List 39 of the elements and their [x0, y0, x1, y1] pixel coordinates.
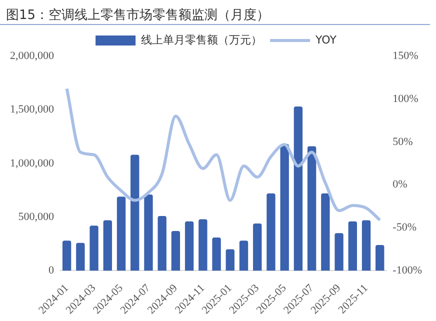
bar	[158, 216, 166, 271]
bar	[266, 193, 276, 271]
y2-tick-label: -50%	[392, 222, 416, 234]
bar	[198, 219, 208, 271]
legend-label: 线上单月零售额（万元）	[141, 33, 262, 46]
y2-tick-label: 0%	[392, 178, 408, 191]
y-tick-label: 1,000,000	[10, 157, 54, 170]
y2-tick-label: 50%	[392, 136, 413, 148]
bar	[280, 144, 289, 271]
bar	[253, 224, 262, 271]
bar	[226, 249, 234, 271]
bar	[348, 221, 357, 271]
bar	[62, 240, 72, 271]
y-tick-label: 500,000	[18, 210, 54, 223]
bar	[76, 242, 85, 271]
bar	[116, 196, 126, 271]
bar	[321, 193, 330, 271]
y-tick-label: 1,500,000	[10, 104, 54, 116]
bar	[184, 221, 194, 271]
bar	[103, 220, 112, 271]
y-tick-label: 2,000,000	[10, 50, 54, 62]
bar	[362, 220, 371, 271]
bar	[239, 240, 248, 271]
bar	[307, 146, 316, 271]
y2-tick-label: -100%	[392, 264, 422, 277]
bar	[171, 231, 180, 271]
bar	[130, 154, 140, 271]
bar	[212, 237, 221, 271]
y2-tick-label: 100%	[392, 92, 418, 105]
y2-tick-label: 150%	[392, 50, 418, 62]
bar	[144, 194, 153, 271]
line-series	[65, 87, 382, 222]
bar	[294, 106, 303, 271]
bar	[334, 233, 344, 271]
bar	[90, 226, 98, 271]
chart-title: 图15：空调线上零售市场零售额监测（月度）	[0, 0, 430, 25]
y-tick-label: 0	[48, 264, 54, 277]
bar	[376, 244, 384, 271]
legend-label: YOY	[314, 33, 337, 46]
